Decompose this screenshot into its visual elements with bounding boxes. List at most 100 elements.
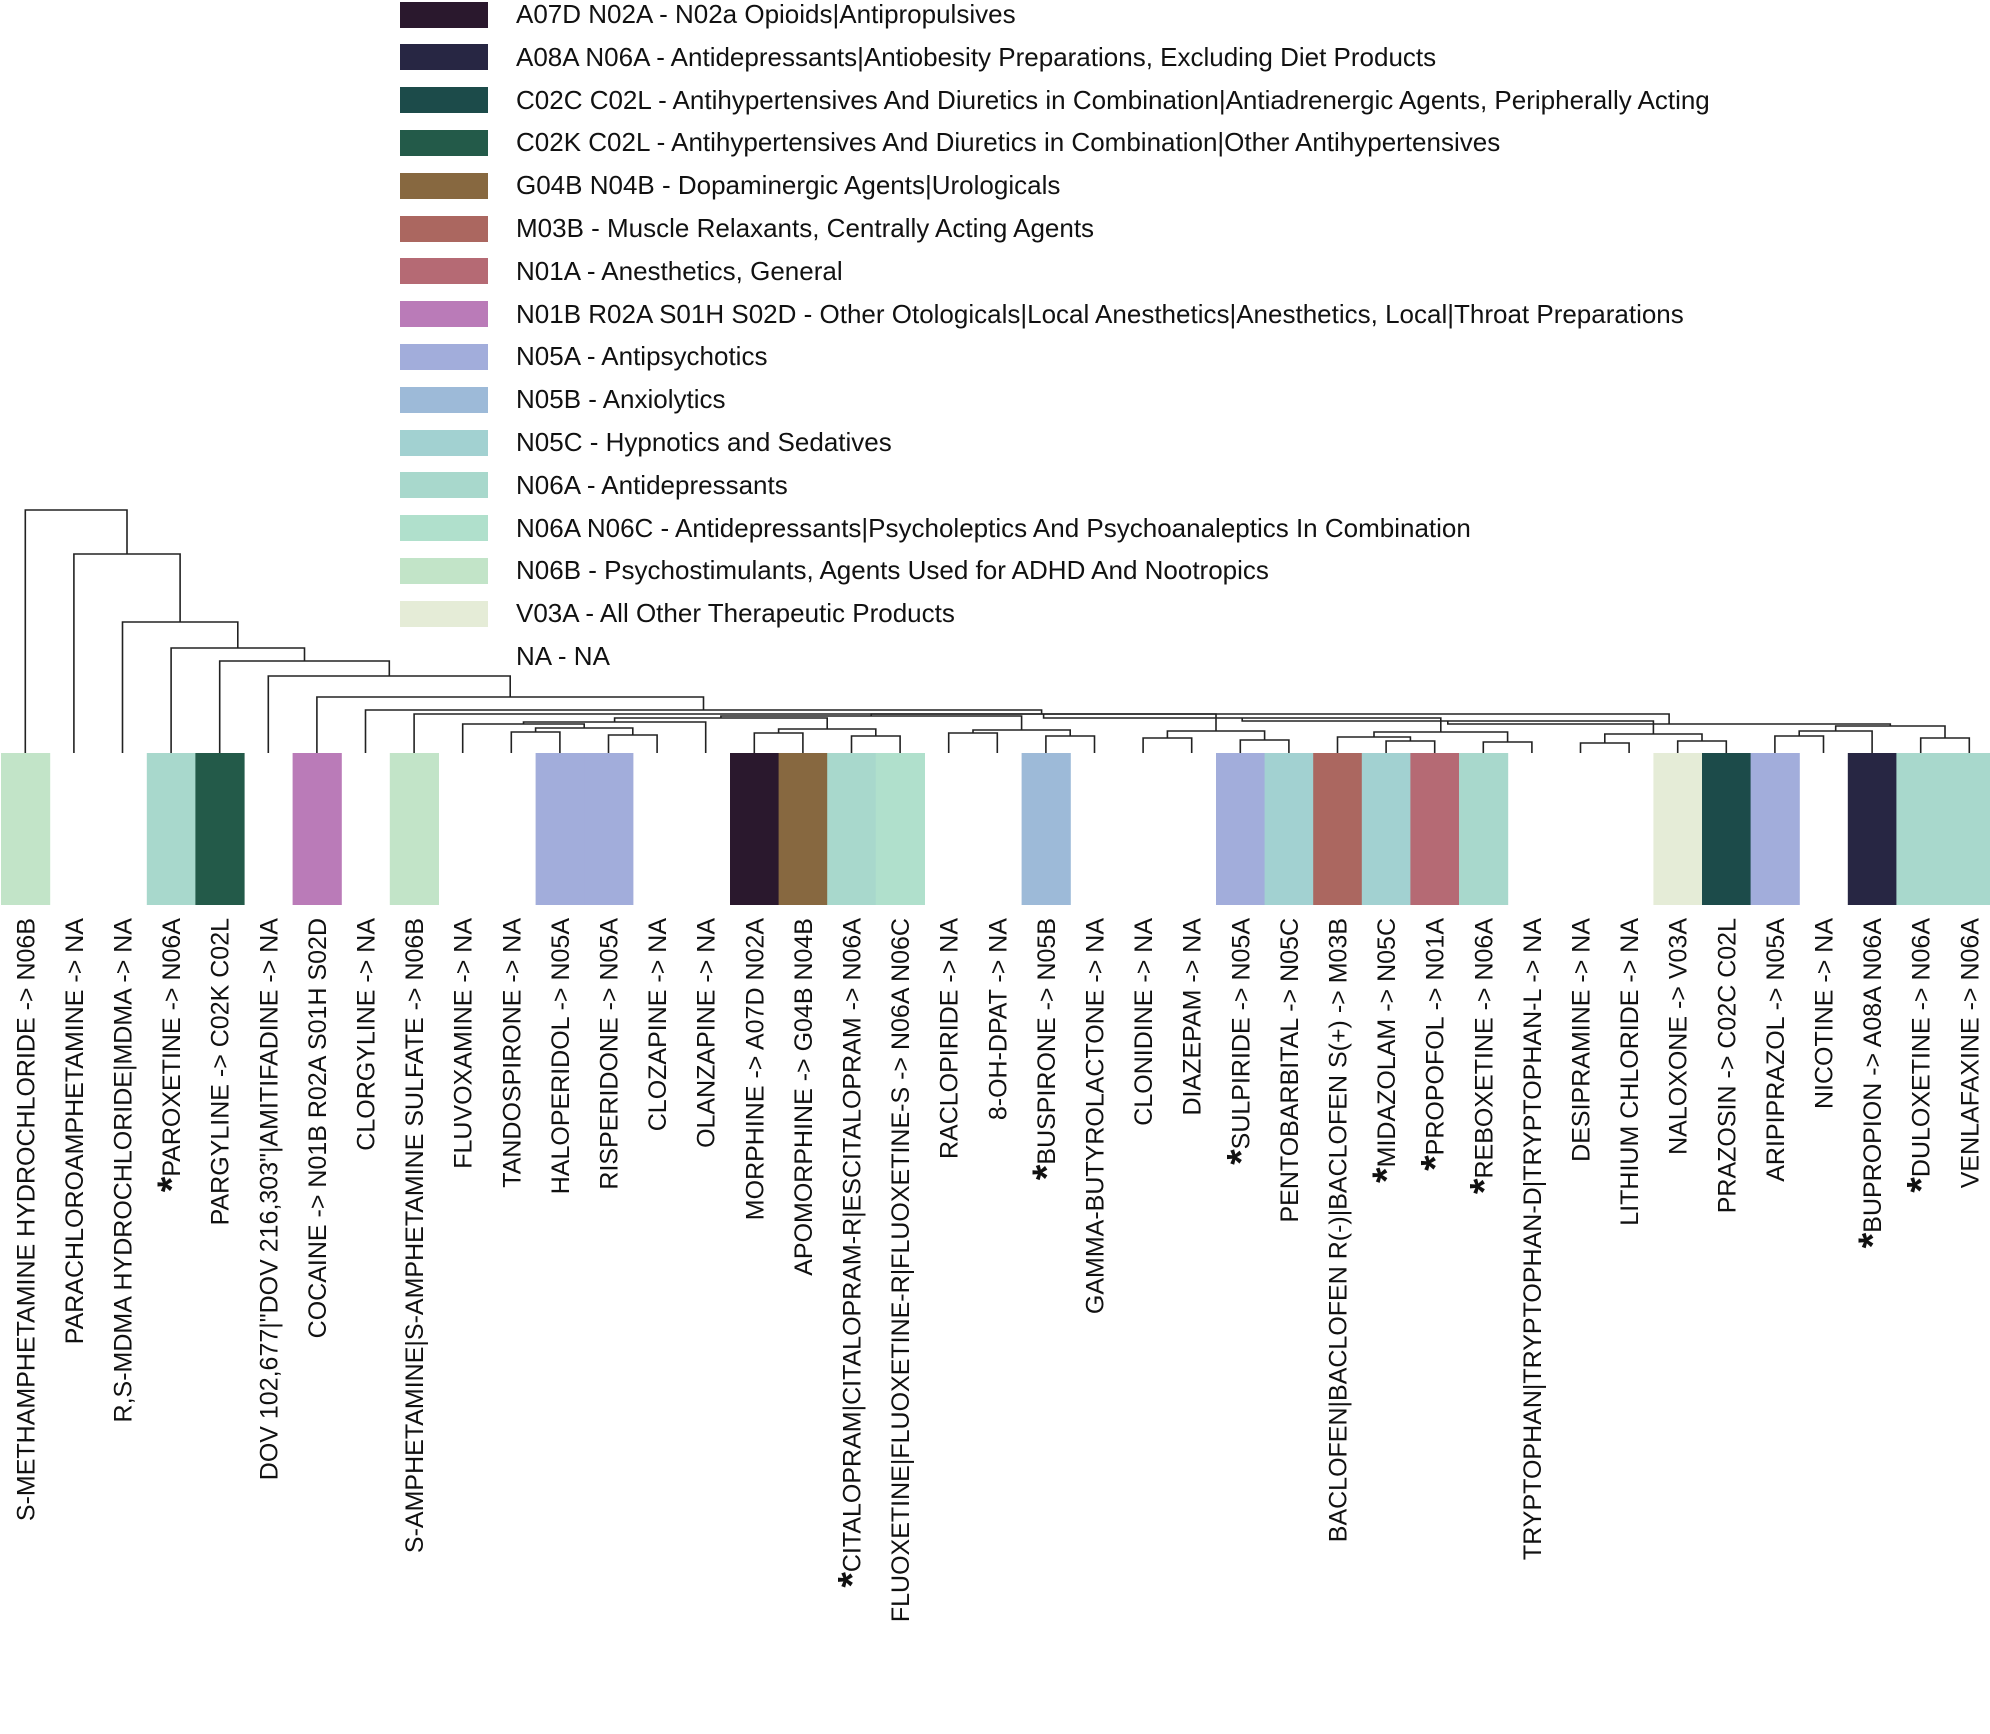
significance-star: * [1025,1164,1069,1180]
legend-swatch [400,1,488,28]
dendrogram-link [24,509,128,753]
leaf-label-text: REBOXETINE -> N06A [1470,918,1498,1179]
dendrogram-link [522,721,707,753]
leaf-label: 8-OH-DPAT -> NA [984,918,1012,1120]
leaf-label-text: PARACHLOROAMPHETAMINE -> NA [61,918,89,1345]
dendrogram-link [1042,714,1442,732]
leaf-label-text: NICOTINE -> NA [1811,918,1839,1109]
leaf-label-text: S-AMPHETAMINE|S-AMPHETAMINE SULFATE -> N… [401,918,429,1553]
significance-star: * [1414,1155,1458,1171]
dendrogram-link [850,735,901,753]
leaf-label: LITHIUM CHLORIDE -> NA [1616,918,1644,1226]
legend-swatch [400,343,488,370]
legend-item: C02C C02L - Antihypertensives And Diuret… [400,79,1710,122]
legend-label: N05C - Hypnotics and Sedatives [516,427,892,457]
leaf-label-text: DIAZEPAM -> NA [1179,918,1207,1116]
leaf-label-text: SULPIRIDE -> N05A [1227,918,1255,1150]
dendrogram-link [218,660,391,753]
leaf-label-text: TANDOSPIRONE -> NA [498,918,526,1188]
leaf-label: HALOPERIDOL -> N05A [547,918,575,1195]
leaf-label: *DULOXETINE -> N06A [1900,918,1944,1193]
leaf-label: *PAROXETINE -> N06A [150,918,194,1193]
leaf-label-text: DOV 102,677|"DOV 216,303"|AMITIFADINE ->… [255,918,283,1481]
dendrogram-link [1142,737,1193,753]
dendrogram-link [607,734,658,753]
leaf-label: *CITALOPRAM|CITALOPRAM-R|ESCITALOPRAM ->… [831,918,875,1588]
category-bar [827,753,877,905]
legend-label: C02K C02L - Antihypertensives And Diuret… [516,127,1501,158]
legend-label: V03A - All Other Therapeutic Products [516,598,955,629]
legend-label: M03B - Muscle Relaxants, Centrally Actin… [516,213,1095,243]
category-bar [195,753,245,905]
dendrogram-link [1834,725,1946,738]
leaf-label: *REBOXETINE -> N06A [1462,918,1506,1194]
significance-star: * [150,1176,194,1192]
leaf-label: FLUVOXAMINE -> NA [450,918,478,1169]
legend-label: C02C C02L - Antihypertensives And Diuret… [516,84,1710,115]
leaf-label-text: VENLAFAXINE -> N06A [1956,918,1984,1189]
legend-item: V03A - All Other Therapeutic Products [400,592,955,635]
leaf-label: *BUPROPION -> A08A N06A [1851,918,1895,1249]
significance-star: * [1365,1167,1409,1183]
legend-item: C02K C02L - Antihypertensives And Diuret… [400,121,1500,164]
legend-swatch [400,44,488,71]
legend-label: NA - NA [516,641,610,671]
leaf-label-text: PAROXETINE -> N06A [158,918,186,1177]
dendrogram-link [1482,741,1533,753]
legend-label: N01B R02A S01H S02D - Other Otologicals|… [516,298,1684,329]
dendrogram-link [1045,735,1096,753]
dendrogram-link [170,647,306,753]
leaf-label-text: PRAZOSIN -> C02C C02L [1713,918,1741,1213]
legend-item: A08A N06A - Antidepressants|Antiobesity … [400,36,1436,79]
significance-star: * [1462,1178,1506,1194]
legend-label: A08A N06A - Antidepressants|Antiobesity … [516,41,1437,72]
leaf-label: CLOZAPINE -> NA [644,918,672,1132]
category-bar [1896,753,1946,905]
leaf-label: ARIPIPRAZOL -> N05A [1762,918,1790,1182]
dendrogram-link [413,713,1670,753]
leaf-label-text: DULOXETINE -> N06A [1908,918,1936,1177]
leaf-label: S-METHAMPHETAMINE HYDROCHLORIDE -> N06B [12,918,40,1521]
legend-item: N06A N06C - Antidepressants|Psycholeptic… [400,507,1471,550]
legend-item: G04B N04B - Dopaminergic Agents|Urologic… [400,164,1060,207]
legend-swatch [400,644,488,670]
legend-swatch [400,87,488,114]
legend: A07D N02A - N02a Opioids|Antipropulsives… [400,0,1960,690]
dendrogram-link [121,621,239,753]
category-bar [535,753,585,905]
legend-label: N05B - Anxiolytics [516,384,726,415]
category-bar [584,753,634,905]
leaf-label-text: ARIPIPRAZOL -> N05A [1762,918,1790,1182]
leaf-label-text: GAMMA-BUTYROLACTONE -> NA [1082,918,1110,1314]
legend-item: N06B - Psychostimulants, Agents Used for… [400,549,1269,592]
dendrogram-link [73,553,181,753]
legend-swatch [400,557,488,584]
leaf-label: R,S-MDMA HYDROCHLORIDE|MDMA -> NA [110,918,138,1423]
legend-swatch [400,258,488,285]
leaf-label-text: CLOZAPINE -> NA [644,918,672,1132]
leaf-label-text: TRYPTOPHAN|TRYPTOPHAN-D|TRYPTOPHAN-L -> … [1519,918,1547,1560]
leaf-label: *SULPIRIDE -> N05A [1219,918,1263,1165]
legend-swatch [400,386,488,413]
legend-item: NA - NA [400,635,610,678]
leaf-label: TANDOSPIRONE -> NA [498,918,526,1188]
leaf-label: *MIDAZOLAM -> N05C [1365,918,1409,1183]
leaf-label: RACLOPIRIDE -> NA [936,918,964,1159]
leaf-label-text: APOMORPHINE -> G04B N04B [790,918,818,1276]
leaf-label-text: CLONIDINE -> NA [1130,918,1158,1126]
category-bar [1653,753,1703,905]
leaf-label: APOMORPHINE -> G04B N04B [790,918,818,1276]
leaf-label-text: COCAINE -> N01B R02A S01H S02D [304,918,332,1338]
dendrogram-link [1579,742,1630,753]
leaf-label-text: HALOPERIDOL -> N05A [547,918,575,1195]
leaf-label: PRAZOSIN -> C02C C02L [1713,918,1741,1213]
leaf-label: NICOTINE -> NA [1811,918,1839,1109]
leaf-label-text: BUSPIRONE -> N05B [1033,918,1061,1165]
legend-item: M03B - Muscle Relaxants, Centrally Actin… [400,207,1094,250]
category-bar [730,753,780,905]
category-bar [875,753,925,905]
leaf-label: TRYPTOPHAN|TRYPTOPHAN-D|TRYPTOPHAN-L -> … [1519,918,1547,1560]
legend-item: N05B - Anxiolytics [400,378,726,421]
dendrogram-link [510,731,561,753]
leaf-label-text: CLORGYLINE -> NA [353,918,381,1151]
